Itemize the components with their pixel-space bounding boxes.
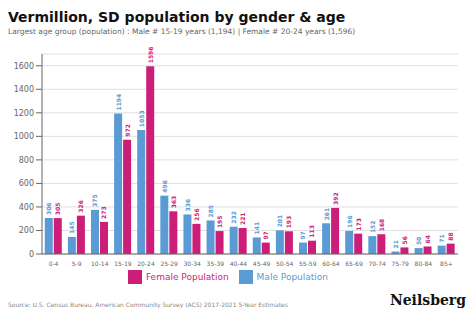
svg-text:113: 113 [308,225,315,238]
html-text:Largest age group (population): Largest age group (population) : Male # … [8,27,356,36]
svg-text:261: 261 [323,208,330,221]
svg-text:60-64: 60-64 [322,260,340,267]
svg-text:201: 201 [276,215,283,228]
svg-text:55-59: 55-59 [299,260,317,267]
svg-text:196: 196 [346,215,353,228]
svg-text:1194: 1194 [115,94,122,111]
svg-text:1053: 1053 [138,110,145,127]
svg-text:195: 195 [216,216,223,229]
svg-text:168: 168 [378,219,385,232]
svg-text:40-44: 40-44 [230,260,248,267]
svg-text:10-14: 10-14 [91,260,109,267]
svg-text:25-29: 25-29 [160,260,178,267]
svg-text:972: 972 [124,124,131,137]
svg-text:600: 600 [19,179,34,188]
svg-text:273: 273 [100,206,107,219]
html-text:Female Population: Female Population [145,271,229,282]
svg-text:50: 50 [415,237,422,245]
svg-text:35-39: 35-39 [207,260,225,267]
html-text:Neilsberg: Neilsberg [389,292,466,308]
svg-text:285: 285 [207,205,214,218]
svg-text:65-69: 65-69 [345,260,363,267]
html-text:Male Population: Male Population [256,271,329,282]
svg-text:173: 173 [355,218,362,231]
svg-text:400: 400 [19,203,34,212]
svg-text:5-9: 5-9 [72,260,82,267]
svg-text:85+: 85+ [440,260,453,267]
svg-text:21: 21 [392,240,399,248]
svg-text:56: 56 [401,236,408,244]
svg-text:20-24: 20-24 [137,260,155,267]
svg-text:152: 152 [369,221,376,234]
svg-text:305: 305 [54,203,61,216]
svg-text:64: 64 [424,235,431,243]
svg-text:336: 336 [184,199,191,212]
html-text:Source: U.S. Census Bureau, Am: Source: U.S. Census Bureau, American Com… [8,301,288,308]
svg-text:375: 375 [91,194,98,207]
html-text:Vermillion, SD population by g: Vermillion, SD population by gender & ag… [8,9,346,25]
svg-text:193: 193 [285,216,292,229]
svg-text:1600: 1600 [14,62,34,71]
svg-text:145: 145 [68,221,75,234]
svg-text:256: 256 [193,208,200,221]
svg-text:71: 71 [438,234,445,242]
svg-text:221: 221 [239,212,246,225]
svg-text:75-79: 75-79 [392,260,410,267]
svg-text:1596: 1596 [147,47,154,64]
svg-text:1400: 1400 [14,85,34,94]
svg-text:800: 800 [19,156,34,165]
svg-text:45-49: 45-49 [253,260,271,267]
svg-text:232: 232 [230,211,237,224]
svg-text:392: 392 [332,192,339,205]
svg-text:88: 88 [447,232,454,240]
svg-text:30-34: 30-34 [184,260,202,267]
svg-text:97: 97 [299,231,306,239]
svg-text:15-19: 15-19 [114,260,132,267]
svg-text:496: 496 [161,180,168,193]
svg-text:0: 0 [29,250,34,259]
svg-text:97: 97 [262,231,269,239]
svg-text:306: 306 [45,202,52,215]
svg-text:1200: 1200 [14,109,34,118]
svg-text:141: 141 [253,222,260,235]
svg-text:326: 326 [77,200,84,213]
svg-text:0-4: 0-4 [49,260,59,267]
svg-text:70-74: 70-74 [368,260,386,267]
svg-text:1000: 1000 [14,132,34,141]
svg-text:50-54: 50-54 [276,260,294,267]
svg-text:200: 200 [19,226,34,235]
svg-text:363: 363 [170,196,177,209]
svg-text:80-84: 80-84 [415,260,433,267]
